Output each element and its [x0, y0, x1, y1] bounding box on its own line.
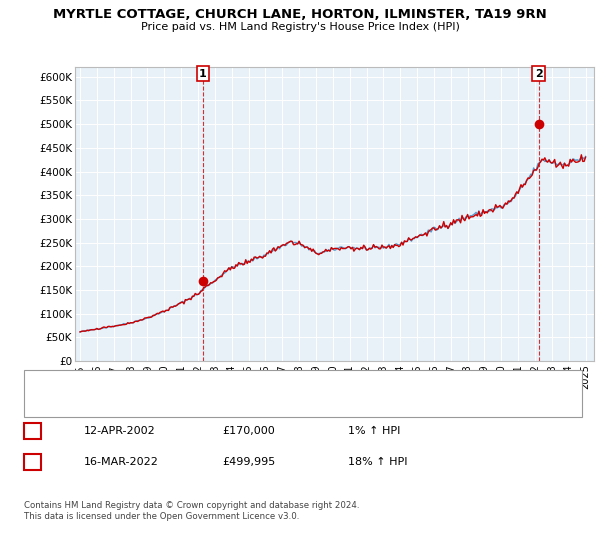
Text: 2: 2 — [535, 69, 542, 78]
Text: MYRTLE COTTAGE, CHURCH LANE, HORTON, ILMINSTER, TA19 9RN: MYRTLE COTTAGE, CHURCH LANE, HORTON, ILM… — [53, 8, 547, 21]
Text: 2: 2 — [28, 455, 37, 469]
Text: Price paid vs. HM Land Registry's House Price Index (HPI): Price paid vs. HM Land Registry's House … — [140, 22, 460, 32]
Text: MYRTLE COTTAGE, CHURCH LANE, HORTON, ILMINSTER, TA19 9RN (detached house): MYRTLE COTTAGE, CHURCH LANE, HORTON, ILM… — [72, 378, 485, 388]
Text: HPI: Average price, detached house, Somerset: HPI: Average price, detached house, Some… — [72, 399, 299, 409]
Text: 1: 1 — [199, 69, 206, 78]
Text: £170,000: £170,000 — [222, 426, 275, 436]
Text: 16-MAR-2022: 16-MAR-2022 — [84, 457, 159, 467]
Text: £499,995: £499,995 — [222, 457, 275, 467]
Text: Contains HM Land Registry data © Crown copyright and database right 2024.
This d: Contains HM Land Registry data © Crown c… — [24, 501, 359, 521]
Text: 1: 1 — [28, 424, 37, 438]
Text: 12-APR-2002: 12-APR-2002 — [84, 426, 156, 436]
Text: 18% ↑ HPI: 18% ↑ HPI — [348, 457, 407, 467]
Text: 1% ↑ HPI: 1% ↑ HPI — [348, 426, 400, 436]
